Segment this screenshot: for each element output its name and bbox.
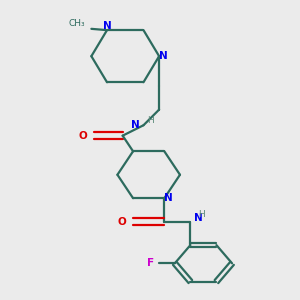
Text: H: H	[147, 116, 153, 125]
Text: O: O	[79, 131, 88, 141]
Text: N: N	[159, 51, 167, 61]
Text: H: H	[198, 210, 205, 219]
Text: N: N	[103, 21, 111, 31]
Text: N: N	[164, 193, 172, 203]
Text: N: N	[131, 120, 140, 130]
Text: F: F	[147, 258, 154, 268]
Text: N: N	[194, 213, 203, 223]
Text: CH₃: CH₃	[68, 19, 85, 28]
Text: O: O	[118, 217, 127, 227]
